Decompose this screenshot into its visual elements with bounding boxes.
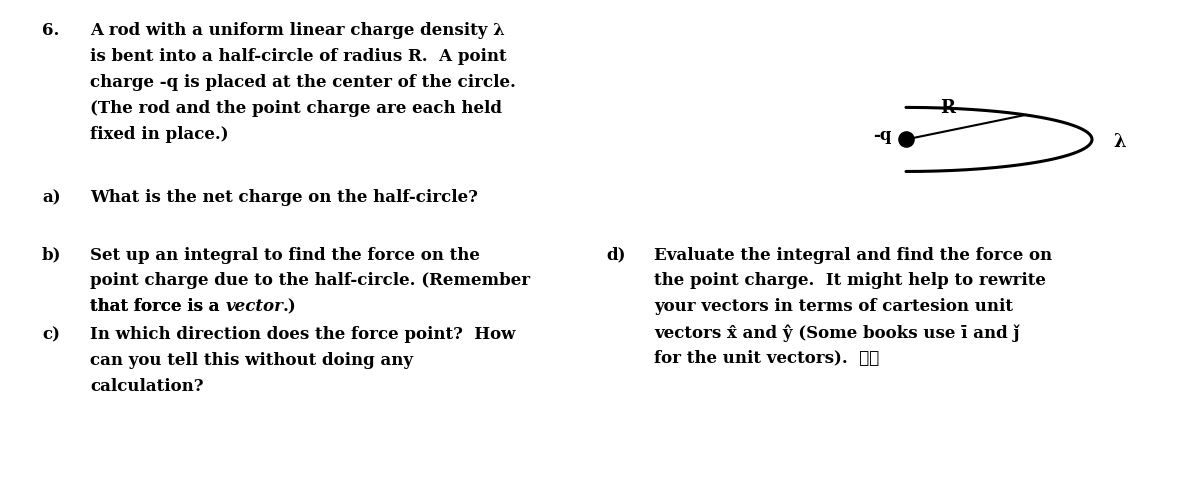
Text: vector: vector [226, 298, 283, 315]
Text: d): d) [606, 247, 625, 263]
Text: vectors x̂ and ŷ (Some books use ī and ǰ: vectors x̂ and ŷ (Some books use ī and ǰ [654, 324, 1020, 342]
Text: is bent into a half-circle of radius R.  A point: is bent into a half-circle of radius R. … [90, 48, 506, 65]
Text: your vectors in terms of cartesion unit: your vectors in terms of cartesion unit [654, 298, 1013, 315]
Text: a): a) [42, 189, 61, 206]
Text: Evaluate the integral and find the force on: Evaluate the integral and find the force… [654, 247, 1052, 263]
Text: for the unit vectors).  ❖❖: for the unit vectors). ❖❖ [654, 350, 880, 367]
Point [896, 135, 916, 143]
Text: can you tell this without doing any: can you tell this without doing any [90, 352, 413, 369]
Text: 6.: 6. [42, 22, 59, 39]
Text: R: R [941, 99, 955, 117]
Text: calculation?: calculation? [90, 378, 204, 395]
Text: c): c) [42, 326, 60, 343]
Text: (The rod and the point charge are each held: (The rod and the point charge are each h… [90, 100, 502, 117]
Text: In which direction does the force point?  How: In which direction does the force point?… [90, 326, 515, 343]
Text: .): .) [283, 298, 296, 315]
Text: -q: -q [874, 127, 892, 144]
Text: that force is a: that force is a [90, 298, 226, 315]
Text: What is the net charge on the half-circle?: What is the net charge on the half-circl… [90, 189, 478, 206]
Text: that force is a: that force is a [90, 298, 226, 315]
Text: λ: λ [1114, 133, 1127, 151]
Text: Set up an integral to find the force on the: Set up an integral to find the force on … [90, 247, 480, 263]
Text: the point charge.  It might help to rewrite: the point charge. It might help to rewri… [654, 272, 1046, 289]
Text: point charge due to the half-circle. (Remember: point charge due to the half-circle. (Re… [90, 272, 530, 289]
Text: fixed in place.): fixed in place.) [90, 126, 229, 143]
Text: charge -q is placed at the center of the circle.: charge -q is placed at the center of the… [90, 74, 516, 91]
Text: b): b) [42, 247, 61, 263]
Text: A rod with a uniform linear charge density λ: A rod with a uniform linear charge densi… [90, 22, 505, 39]
